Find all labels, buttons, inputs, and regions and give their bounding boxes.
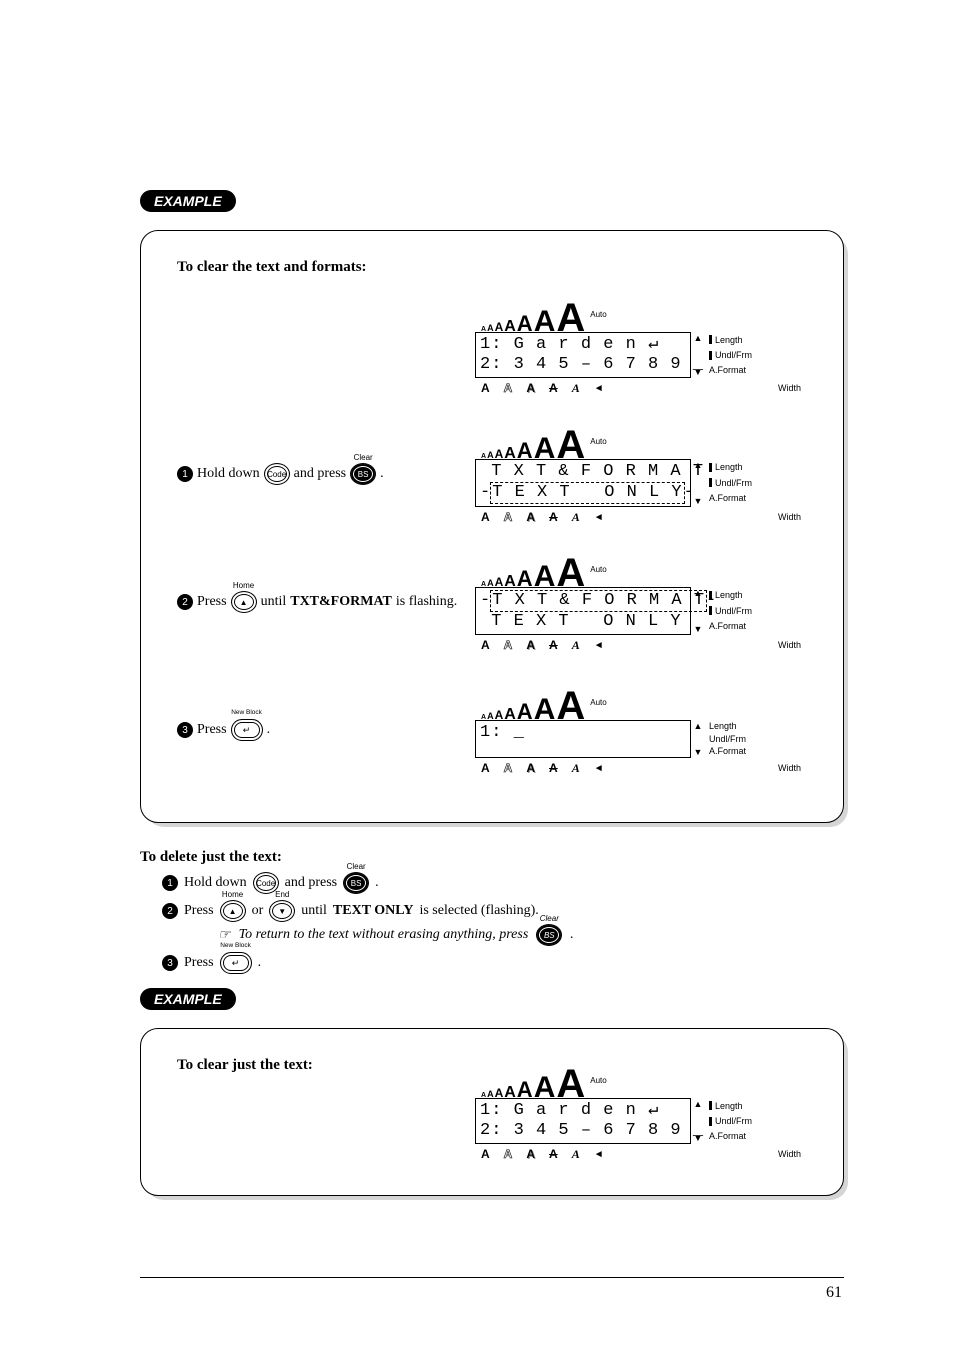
enter-key: New Block ↵ [220,952,252,974]
code-key: Code [264,463,290,485]
bs-key: Clear BS [343,872,369,894]
step-number-3: 3 [177,722,193,738]
page-number: 61 [826,1284,842,1302]
up-key: Home ▲ [231,591,257,613]
step-text: 3 Press New Block ↵ . [177,719,467,741]
row-initial: A A A A A A A Auto 1: G a r d e n ↵ [177,282,815,410]
example-frame-1: To clear the text and formats: A A A A A… [140,230,844,823]
lcd-size-row: A A A A A A A Auto [475,296,815,332]
row-step-3: 3 Press New Block ↵ . AAAAAAA Auto [177,666,815,794]
step-number-2: 2 [162,903,178,919]
frame-body: To clear the text and formats: A A A A A… [140,230,844,823]
section-title: To delete just the text: [140,849,844,866]
lcd-display: AAAAAAA Auto -T X T & F O R M A T- T E X… [475,551,815,652]
row-right: A A A A A A A Auto 1: G a r d e n ↵ [475,296,815,395]
lcd-display: AAAAAAA Auto T X T & F O R M A T -T E X … [475,423,815,524]
note-line: ☞ To return to the text without erasing … [218,924,844,946]
step-number-3: 3 [162,955,178,971]
example-badge: EXAMPLE [140,988,236,1010]
down-key: End ▼ [269,900,295,922]
lcd-screen: 1: _ [475,720,691,758]
step-number-1: 1 [177,466,193,482]
example-frame-2: To clear just the text: AAAAAAA Auto 1: … [140,1028,844,1196]
lcd-display: A A A A A A A Auto 1: G a r d e n ↵ [475,296,815,395]
lcd-box: 1: G a r d e n ↵ 2: 3 4 5 – 6 7 8 9 _ ▲ … [475,332,815,377]
lcd-screen: 1: G a r d e n ↵ 2: 3 4 5 – 6 7 8 9 _ [475,1098,691,1143]
row-step-2: 2 Press Home ▲ until TXT&FORMAT is flash… [177,538,815,666]
example-badge: EXAMPLE [140,190,236,212]
lcd-screen: T X T & F O R M A T -T E X T O N L Y- [475,459,691,506]
footer-rule [140,1277,844,1278]
lcd-side-labels: Length Undl/Frm A.Format [705,332,752,377]
bs-key: Clear BS [536,924,562,946]
row-step-1: 1 Hold down Code and press Clear BS . AA… [177,410,815,538]
frame-title: To clear the text and formats: [177,259,815,276]
frame-title: To clear just the text: [177,1057,313,1074]
lcd-bottom-row: A A A A A ◄ Width [475,378,815,396]
instruction-3: 3 Press New Block ↵ . [162,952,844,974]
bs-key: Clear BS [350,463,376,485]
pointing-hand-icon: ☞ [218,927,231,944]
row-initial: To clear just the text: AAAAAAA Auto 1: … [177,1057,815,1167]
step-number-2: 2 [177,594,193,610]
step-number-1: 1 [162,875,178,891]
manual-page: EXAMPLE To clear the text and formats: A… [0,0,954,1348]
lcd-screen: -T X T & F O R M A T- T E X T O N L Y [475,587,691,634]
up-key: Home ▲ [220,900,246,922]
step-text: 2 Press Home ▲ until TXT&FORMAT is flash… [177,591,467,613]
lcd-display: AAAAAAA Auto 1: _ ▲▼ Length Undl/Frm [475,684,815,776]
step-text: 1 Hold down Code and press Clear BS . [177,463,467,485]
lcd-display: AAAAAAA Auto 1: G a r d e n ↵ 2: 3 4 5 –… [475,1062,815,1161]
instruction-1: 1 Hold down Code and press Clear BS . [162,872,844,894]
lcd-screen: 1: G a r d e n ↵ 2: 3 4 5 – 6 7 8 9 _ [475,332,691,377]
enter-key: New Block ↵ [231,719,263,741]
instruction-2: 2 Press Home ▲ or End ▼ until TEXT ONLY … [162,900,844,922]
frame-body: To clear just the text: AAAAAAA Auto 1: … [140,1028,844,1196]
